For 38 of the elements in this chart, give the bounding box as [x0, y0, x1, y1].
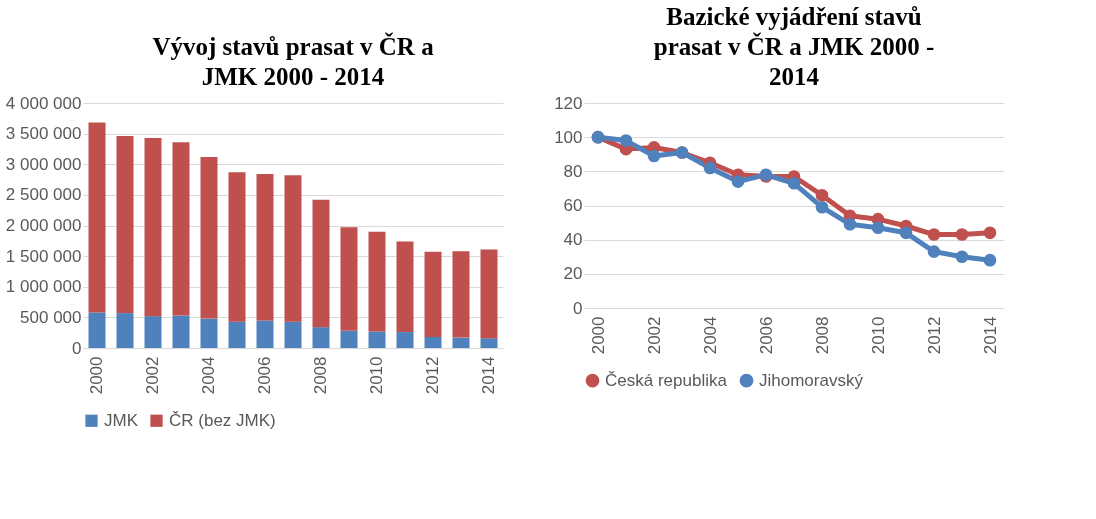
y-tick-label: 100 — [554, 127, 583, 147]
y-tick-label: 3 500 000 — [5, 124, 82, 144]
x-tick-label: 2008 — [311, 356, 330, 395]
x-tick-label: 2000 — [87, 356, 106, 395]
y-tick-label: 3 000 000 — [5, 154, 82, 174]
x-tick-label: 2000 — [588, 316, 608, 355]
chart-title: Bazické vyjádření stavů prasat v ČR a JMK 2000 - 2014 — [653, 3, 935, 90]
x-tick-label: 2004 — [700, 316, 720, 355]
x-tick-label: 2002 — [143, 356, 162, 395]
y-tick-label: 500 000 — [20, 307, 82, 327]
x-tick-label: 2014 — [479, 356, 498, 395]
y-tick-label: 120 — [554, 93, 583, 113]
x-tick-label: 2006 — [255, 356, 274, 395]
y-tick-label: 0 — [573, 298, 583, 318]
y-tick-label: 2 500 000 — [5, 185, 82, 205]
y-tick-label: 20 — [563, 264, 583, 284]
x-tick-label: 2008 — [812, 316, 832, 355]
x-tick-label: 2014 — [980, 316, 1000, 355]
y-tick-label: 0 — [72, 338, 82, 358]
y-tick-label: 2 000 000 — [5, 216, 82, 235]
y-tick-label: 80 — [563, 161, 583, 181]
y-tick-label: 1 500 000 — [5, 246, 82, 266]
legend-label: ČR (bez JMK) — [169, 410, 276, 430]
x-tick-label: 2010 — [367, 356, 386, 395]
legend-label: Česká republika — [605, 370, 728, 390]
x-tick-label: 2012 — [924, 316, 944, 355]
y-tick-label: 1 000 000 — [5, 277, 82, 297]
x-tick-label: 2004 — [199, 356, 218, 395]
x-tick-label: 2012 — [423, 356, 442, 395]
chart-title: Vývoj stavů prasat v ČR a JMK 2000 - 2014 — [152, 32, 435, 90]
x-tick-label: 2002 — [644, 316, 664, 355]
y-tick-label: 4 000 000 — [5, 93, 82, 113]
legend-label: Jihomoravský — [759, 370, 864, 390]
x-tick-label: 2010 — [868, 316, 888, 355]
legend-label: JMK — [104, 410, 139, 430]
y-tick-label: 60 — [563, 196, 583, 215]
x-tick-label: 2006 — [756, 316, 776, 355]
y-tick-label: 40 — [563, 230, 583, 250]
